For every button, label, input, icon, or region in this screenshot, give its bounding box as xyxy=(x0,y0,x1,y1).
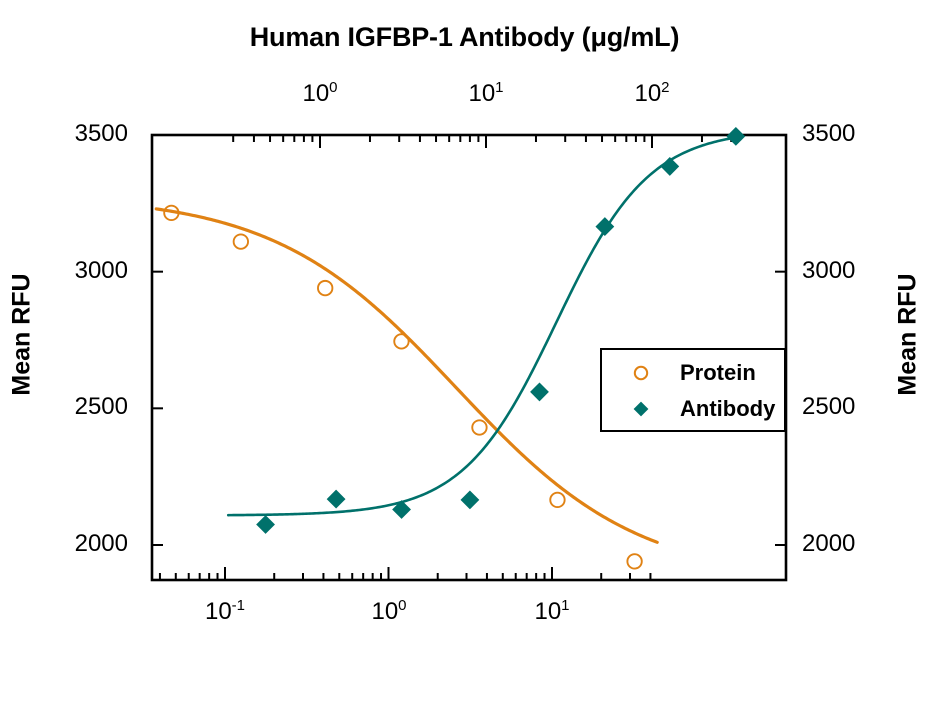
top-xtick-exp-2: 2 xyxy=(661,79,670,96)
top-xtick-label-1: 101 xyxy=(468,79,504,107)
bottom-xtick-label-0: 10-1 xyxy=(204,597,246,625)
top-xtick-exp-0: 0 xyxy=(329,79,338,96)
left-ytick-label-1: 3000 xyxy=(74,257,128,284)
top-xtick-label-0: 100 xyxy=(302,79,338,107)
top-axis-title: Human IGFBP-1 Antibody (μg/mL) xyxy=(249,22,680,52)
series-points xyxy=(163,126,746,570)
legend-item-antibody[interactable]: Antibody xyxy=(602,392,788,426)
right-ytick-label-1: 3000 xyxy=(802,257,856,284)
right-ytick-label-3: 2000 xyxy=(802,530,856,557)
legend: Protein Antibody xyxy=(600,348,786,432)
filled-diamond-icon xyxy=(602,400,680,418)
left-ytick-label-2: 2500 xyxy=(74,393,128,420)
legend-label-protein: Protein xyxy=(680,360,756,385)
axis-ticks xyxy=(152,134,786,580)
open-circle-icon xyxy=(602,364,680,382)
left-ytick-label-3: 2000 xyxy=(74,530,128,557)
right-ytick-label-0: 3500 xyxy=(802,120,856,147)
series-curves xyxy=(154,135,740,544)
bottom-xtick-exp-1: 0 xyxy=(398,597,407,614)
legend-label-antibody: Antibody xyxy=(680,396,776,421)
bottom-xtick-label-2: 101 xyxy=(534,597,570,625)
bottom-xtick-exp-0: -1 xyxy=(231,597,246,614)
top-xtick-exp-1: 1 xyxy=(495,79,504,96)
legend-item-protein[interactable]: Protein xyxy=(602,356,788,390)
left-ytick-label-0: 3500 xyxy=(74,120,128,147)
right-ytick-label-2: 2500 xyxy=(802,393,856,420)
bottom-xtick-label-1: 100 xyxy=(371,597,407,625)
top-xtick-label-2: 102 xyxy=(634,79,670,107)
bottom-xtick-exp-2: 1 xyxy=(561,597,570,614)
